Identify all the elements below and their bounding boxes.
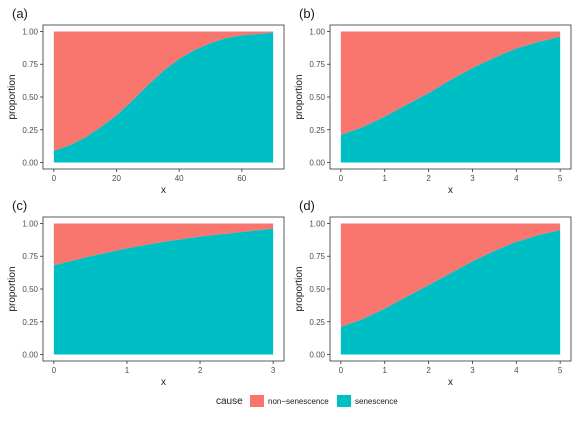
x-tick-label: 0: [339, 174, 344, 183]
x-axis-title: x: [448, 377, 453, 388]
y-tick-label: 0.75: [22, 252, 38, 261]
y-tick-label: 0.75: [309, 252, 325, 261]
x-tick-label: 3: [470, 174, 475, 183]
y-tick-label: 0.50: [309, 93, 325, 102]
x-tick-label: 0: [339, 366, 344, 375]
y-tick-label: 1.00: [22, 219, 38, 228]
x-tick-label: 1: [125, 366, 130, 375]
x-tick-label: 3: [271, 366, 276, 375]
area-non-senescence: [340, 223, 561, 328]
legend: cause non−senescence senescence: [216, 395, 398, 407]
x-tick-label: 5: [558, 366, 563, 375]
y-tick-label: 1.00: [309, 27, 325, 36]
x-tick-label: 0: [52, 366, 57, 375]
x-tick-label: 5: [558, 174, 563, 183]
panel-2: (b) 0.00 0.25 0.50 0.75 1.00 0 1 2 3 4 5 x proportion: [294, 6, 572, 196]
y-tick-label: 0.00: [22, 351, 38, 360]
x-axis-title: x: [161, 377, 166, 388]
y-tick-label: 0.00: [309, 159, 325, 168]
area-non-senescence: [53, 223, 274, 266]
legend-label-non-senescence: non−senescence: [268, 397, 329, 406]
y-tick-label: 1.00: [309, 219, 325, 228]
x-tick-label: 1: [382, 174, 387, 183]
panel-label: (c): [12, 198, 27, 213]
y-axis-title: proportion: [294, 74, 305, 119]
area-senescence: [340, 230, 561, 355]
y-tick-label: 0.25: [22, 318, 38, 327]
x-axis-title: x: [161, 185, 166, 196]
x-tick-label: 0: [52, 174, 57, 183]
y-tick-label: 0.75: [22, 60, 38, 69]
y-tick-label: 1.00: [22, 27, 38, 36]
y-tick-label: 0.25: [309, 318, 325, 327]
y-axis-title: proportion: [294, 266, 305, 311]
legend-title: cause: [216, 396, 243, 407]
y-tick-label: 0.50: [22, 285, 38, 294]
x-tick-label: 2: [198, 366, 203, 375]
x-tick-label: 4: [514, 174, 519, 183]
y-tick-label: 0.50: [22, 93, 38, 102]
panel-4: (d) 0.00 0.25 0.50 0.75 1.00 0 1 2 3 4 5 x proportion: [294, 198, 572, 388]
panel-label: (a): [12, 6, 28, 21]
area-senescence: [53, 32, 274, 163]
area-non-senescence: [53, 31, 274, 151]
x-tick-label: 4: [514, 366, 519, 375]
y-tick-label: 0.00: [309, 351, 325, 360]
x-tick-label: 40: [175, 174, 184, 183]
y-tick-label: 0.50: [309, 285, 325, 294]
panel-label: (d): [299, 198, 315, 213]
area-senescence: [340, 36, 561, 163]
y-axis-title: proportion: [7, 74, 18, 119]
x-tick-label: 2: [426, 366, 431, 375]
y-tick-label: 0.25: [22, 126, 38, 135]
y-axis-title: proportion: [7, 266, 18, 311]
x-tick-label: 3: [470, 366, 475, 375]
area-senescence: [53, 228, 274, 355]
panel-label: (b): [299, 6, 315, 21]
x-tick-label: 2: [426, 174, 431, 183]
y-tick-label: 0.75: [309, 60, 325, 69]
area-non-senescence: [340, 31, 561, 136]
x-tick-label: 20: [112, 174, 121, 183]
panels: (a)0.000.250.500.751.000 20 40 60xproportio…: [7, 6, 572, 388]
x-tick-label: 1: [382, 366, 387, 375]
y-tick-label: 0.25: [309, 126, 325, 135]
legend-swatch-senescence: [337, 395, 351, 407]
panel-1: (a) 0.00 0.25 0.50 0.75 1.00 0 20 40 60 x proportio…: [7, 6, 285, 196]
x-axis-title: x: [448, 185, 453, 196]
x-tick-label: 60: [237, 174, 246, 183]
legend-swatch-non-senescence: [250, 395, 264, 407]
panel-3: (c) 0.00 0.25 0.50 0.75 1.00 0 1 2 3 x proportion: [7, 198, 285, 388]
y-tick-label: 0.00: [22, 159, 38, 168]
legend-label-senescence: senescence: [355, 397, 398, 406]
